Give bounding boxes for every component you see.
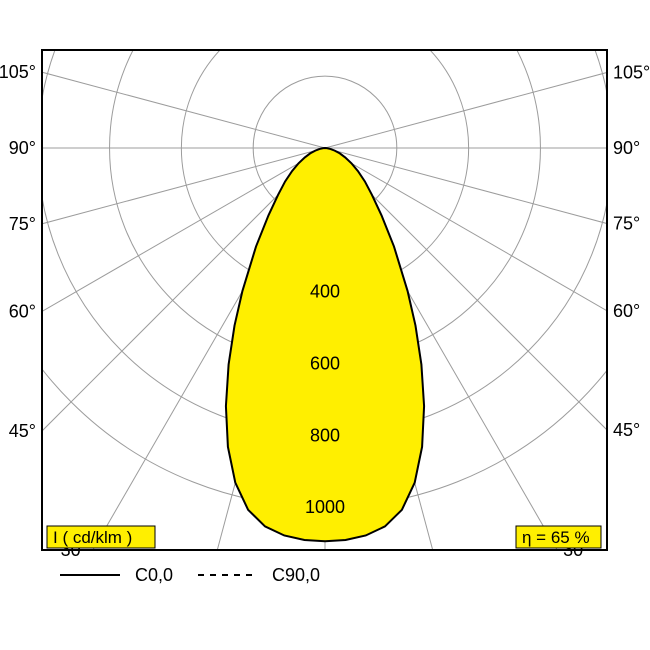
photometric-polar-chart: 400600800100030°30°45°45°60°60°75°75°90°… [0,0,650,650]
radial-tick-label: 600 [310,353,340,373]
angle-label-right: 75° [613,214,640,234]
efficiency-label: η = 65 % [522,528,590,547]
intensity-curve [226,148,424,541]
radial-tick-label: 800 [310,425,340,445]
angle-label-right: 90° [613,138,640,158]
radial-tick-label: 1000 [305,497,345,517]
unit-label: I ( cd/klm ) [53,528,132,547]
angle-label-right: 45° [613,420,640,440]
legend-label-c0: C0,0 [135,565,173,585]
angle-label-left: 90° [9,138,36,158]
angle-label-right: 60° [613,301,640,321]
angle-label-left: 75° [9,214,36,234]
radial-tick-label: 400 [310,282,340,302]
angle-label-right: 105° [613,62,650,82]
legend-label-c90: C90,0 [272,565,320,585]
angle-label-left: 105° [0,62,36,82]
angle-label-left: 45° [9,421,36,441]
angle-label-left: 60° [9,301,36,321]
